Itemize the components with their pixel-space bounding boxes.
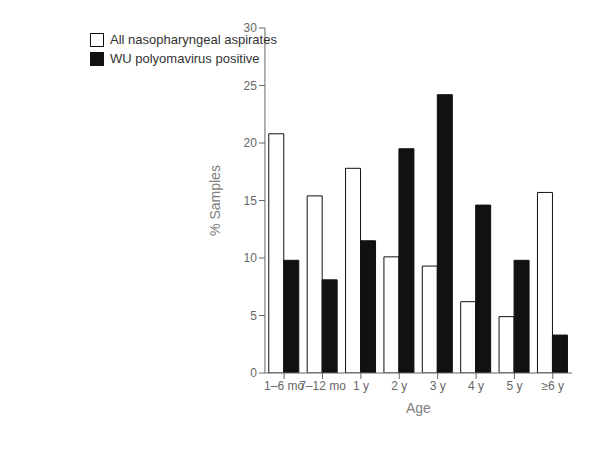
svg-text:25: 25 <box>244 79 258 93</box>
svg-text:4 y: 4 y <box>468 379 484 393</box>
svg-text:20: 20 <box>244 136 258 150</box>
svg-text:5 y: 5 y <box>506 379 522 393</box>
svg-text:7–12 mo: 7–12 mo <box>299 379 346 393</box>
svg-text:3 y: 3 y <box>430 379 446 393</box>
svg-text:15: 15 <box>244 194 258 208</box>
svg-text:Age: Age <box>406 400 431 416</box>
svg-text:5: 5 <box>250 309 257 323</box>
svg-text:2 y: 2 y <box>391 379 407 393</box>
svg-text:1 y: 1 y <box>353 379 369 393</box>
svg-text:10: 10 <box>244 251 258 265</box>
svg-text:1–6 mo: 1–6 mo <box>264 378 305 393</box>
svg-text:% Samples: % Samples <box>207 165 223 236</box>
svg-text:≥6 y: ≥6 y <box>542 379 565 393</box>
svg-text:30: 30 <box>244 21 258 35</box>
html-text:All nasopharyngeal aspirates: All nasopharyngeal aspirates <box>110 32 277 47</box>
svg-text:0: 0 <box>250 366 257 380</box>
html-text:WU polyomavirus positive: WU polyomavirus positive <box>110 51 260 66</box>
